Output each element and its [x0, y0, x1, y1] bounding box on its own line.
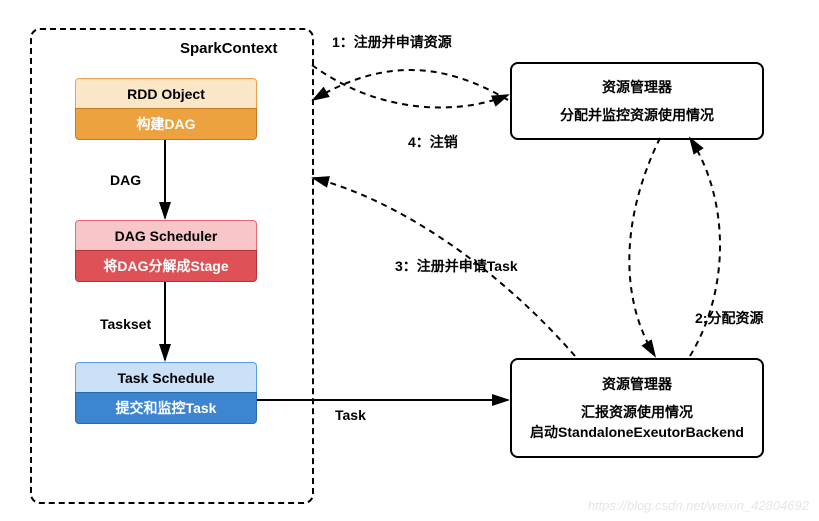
build-dag-label: 构建DAG — [136, 114, 195, 134]
dag-scheduler-label: DAG Scheduler — [115, 228, 218, 244]
rdd-object-label: RDD Object — [127, 86, 205, 102]
resource-manager-1: 资源管理器 分配并监控资源使用情况 — [510, 62, 764, 140]
rm1-line1: 资源管理器 — [602, 77, 672, 97]
arrow-label-taskset: Taskset — [100, 316, 151, 332]
spark-context-title: SparkContext — [180, 40, 278, 57]
build-dag-cell: 构建DAG — [75, 108, 257, 140]
rm1-line2: 分配并监控资源使用情况 — [560, 105, 714, 125]
split-stage-label: 将DAG分解成Stage — [103, 256, 228, 276]
arrow-label-dag: DAG — [110, 172, 141, 188]
arrow-label-4: 4：注销 — [408, 132, 458, 152]
task-schedule-cell: Task Schedule — [75, 362, 257, 394]
split-stage-cell: 将DAG分解成Stage — [75, 250, 257, 282]
watermark: https://blog.csdn.net/weixin_42804692 — [588, 498, 809, 513]
dag-scheduler-cell: DAG Scheduler — [75, 220, 257, 252]
resource-manager-2: 资源管理器 汇报资源使用情况 启动StandaloneExeutorBacken… — [510, 358, 764, 458]
task-schedule-label: Task Schedule — [117, 370, 214, 386]
rdd-object-cell: RDD Object — [75, 78, 257, 110]
arrow-label-1: 1：注册并申请资源 — [332, 32, 452, 52]
submit-monitor-label: 提交和监控Task — [116, 398, 217, 418]
arrow-label-2: 2:分配资源 — [695, 308, 763, 328]
arrow-label-3: 3：注册并申请Task — [395, 256, 518, 276]
arrow-label-task: Task — [335, 407, 366, 423]
rm2-line3: 启动StandaloneExeutorBackend — [530, 422, 744, 442]
rm2-line2: 汇报资源使用情况 — [581, 402, 693, 422]
submit-monitor-cell: 提交和监控Task — [75, 392, 257, 424]
rm2-line1: 资源管理器 — [602, 374, 672, 394]
